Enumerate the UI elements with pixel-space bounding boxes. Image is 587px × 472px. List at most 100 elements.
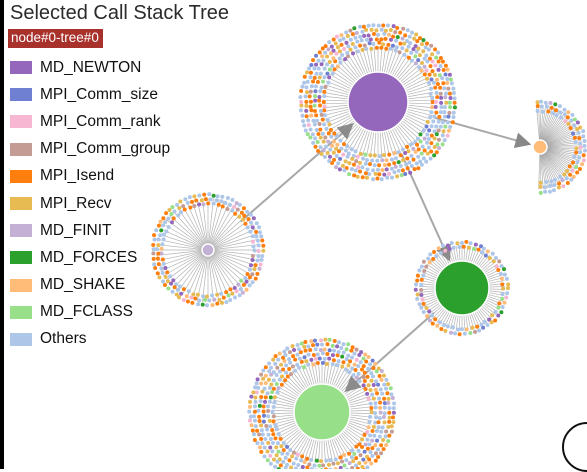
tree-leaf-node (173, 285, 177, 289)
tree-leaf-node (366, 375, 370, 379)
tree-leaf-node (395, 45, 399, 49)
tree-leaf-node (358, 35, 362, 39)
tree-leaf-node (328, 60, 332, 64)
tree-leaf-node (546, 109, 550, 113)
tree-leaf-node (190, 301, 194, 305)
tree-leaf-node (419, 306, 423, 310)
tree-leaf-node (253, 404, 257, 408)
legend-swatch (10, 279, 32, 292)
tree-leaf-node (307, 123, 311, 127)
tree-leaf-node (275, 453, 279, 457)
tree-leaf-node (540, 104, 544, 108)
tree-leaf-node (467, 246, 471, 250)
tree-leaf-node (377, 41, 381, 45)
tree-leaf-node (343, 57, 347, 61)
tree-leaf-node (330, 64, 334, 68)
tree-leaf-node (322, 90, 326, 94)
tree-leaf-node (332, 37, 336, 41)
tree-leaf-node (383, 411, 387, 415)
tree-leaf-node (239, 287, 243, 291)
tree-leaf-node (374, 172, 378, 176)
tree-leaf-node (437, 138, 441, 142)
tree-leaf-node (257, 225, 261, 229)
tree-leaf-node (480, 250, 484, 254)
tree-leaf-node (262, 404, 266, 408)
tree-leaf-node (440, 76, 444, 80)
tree-leaf-node (302, 81, 306, 85)
tree-leaf-node (367, 425, 371, 429)
tree-leaf-node (325, 72, 329, 76)
tree-leaf-node (230, 292, 234, 296)
tree-leaf-node (538, 181, 542, 185)
tree-leaf-node (401, 158, 405, 162)
tree-leaf-node (325, 352, 329, 356)
tree-leaf-node (563, 119, 567, 123)
tree-leaf-node (293, 369, 297, 373)
tree-leaf-node (182, 298, 186, 302)
tree-leaf-node (389, 386, 393, 390)
tree-leaf-node (277, 432, 281, 436)
tree-leaf-node (251, 254, 255, 258)
tree-leaf-node (340, 43, 344, 47)
tree-leaf-node (257, 432, 261, 436)
tree-leaf-node (358, 169, 362, 173)
tree-leaf-node (494, 310, 498, 314)
tree-leaf-node (260, 254, 264, 258)
tree-leaf-node (432, 250, 436, 254)
tree-leaf-node (368, 162, 372, 166)
tree-leaf-node (242, 214, 246, 218)
tree-leaf-node (552, 183, 556, 187)
tree-leaf-node (506, 286, 510, 290)
tree-leaf-node (258, 445, 262, 449)
tree-leaf-node (367, 420, 371, 424)
tree-leaf-node (429, 110, 433, 114)
tree-leaf-node (355, 358, 359, 362)
tree-leaf-node (369, 47, 373, 51)
tree-leaf-node (362, 34, 366, 38)
tree-leaf-node (239, 279, 243, 283)
tree-leaf-node (434, 56, 438, 60)
tree-leaf-node (187, 289, 191, 293)
tree-leaf-node (315, 343, 319, 347)
tree-leaf-node (309, 339, 313, 343)
tree-leaf-node (437, 120, 441, 124)
legend-item: MPI_Comm_rank (10, 108, 170, 135)
tree-leaf-node (378, 406, 382, 410)
tree-leaf-node (282, 448, 286, 452)
tree-leaf-node (490, 313, 494, 317)
tree-leaf-node (318, 122, 322, 126)
tree-leaf-node (439, 92, 443, 96)
legend-item: MD_FCLASS (10, 299, 170, 326)
tree-leaf-node (559, 115, 563, 119)
tree-leaf-node (423, 65, 427, 69)
tree-leaf-node (228, 287, 232, 291)
tree-leaf-node (405, 145, 409, 149)
tree-leaf-node (313, 339, 317, 343)
tree-leaf-node (368, 362, 372, 366)
tree-leaf-node (448, 92, 452, 96)
tree-leaf-node (281, 460, 285, 464)
tree-leaf-node (364, 153, 368, 157)
tree-leaf-node (473, 330, 477, 334)
tree-leaf-node (246, 226, 250, 230)
tree-leaf-node (437, 128, 441, 132)
tree-leaf-node (371, 366, 375, 370)
tree-leaf-node (295, 363, 299, 367)
tree-leaf-node (179, 210, 183, 214)
tree-leaf-node (373, 411, 377, 415)
tree-leaf-node (443, 329, 447, 333)
tree-leaf-node (261, 244, 265, 248)
tree-leaf-node (420, 163, 424, 167)
tree-leaf-node (430, 96, 434, 100)
tree-leaf-node (258, 230, 262, 234)
tree-leaf-node (394, 165, 398, 169)
tree-leaf-node (574, 151, 578, 155)
tree-leaf-node (336, 45, 340, 49)
tree-leaf-node (430, 69, 434, 73)
tree-leaf-node (378, 435, 382, 439)
tree-leaf-node (188, 205, 192, 209)
tree-leaf-node (350, 356, 354, 360)
tree-leaf-node (372, 383, 376, 387)
tree-leaf-node (453, 96, 457, 100)
tree-leaf-node (469, 241, 473, 245)
